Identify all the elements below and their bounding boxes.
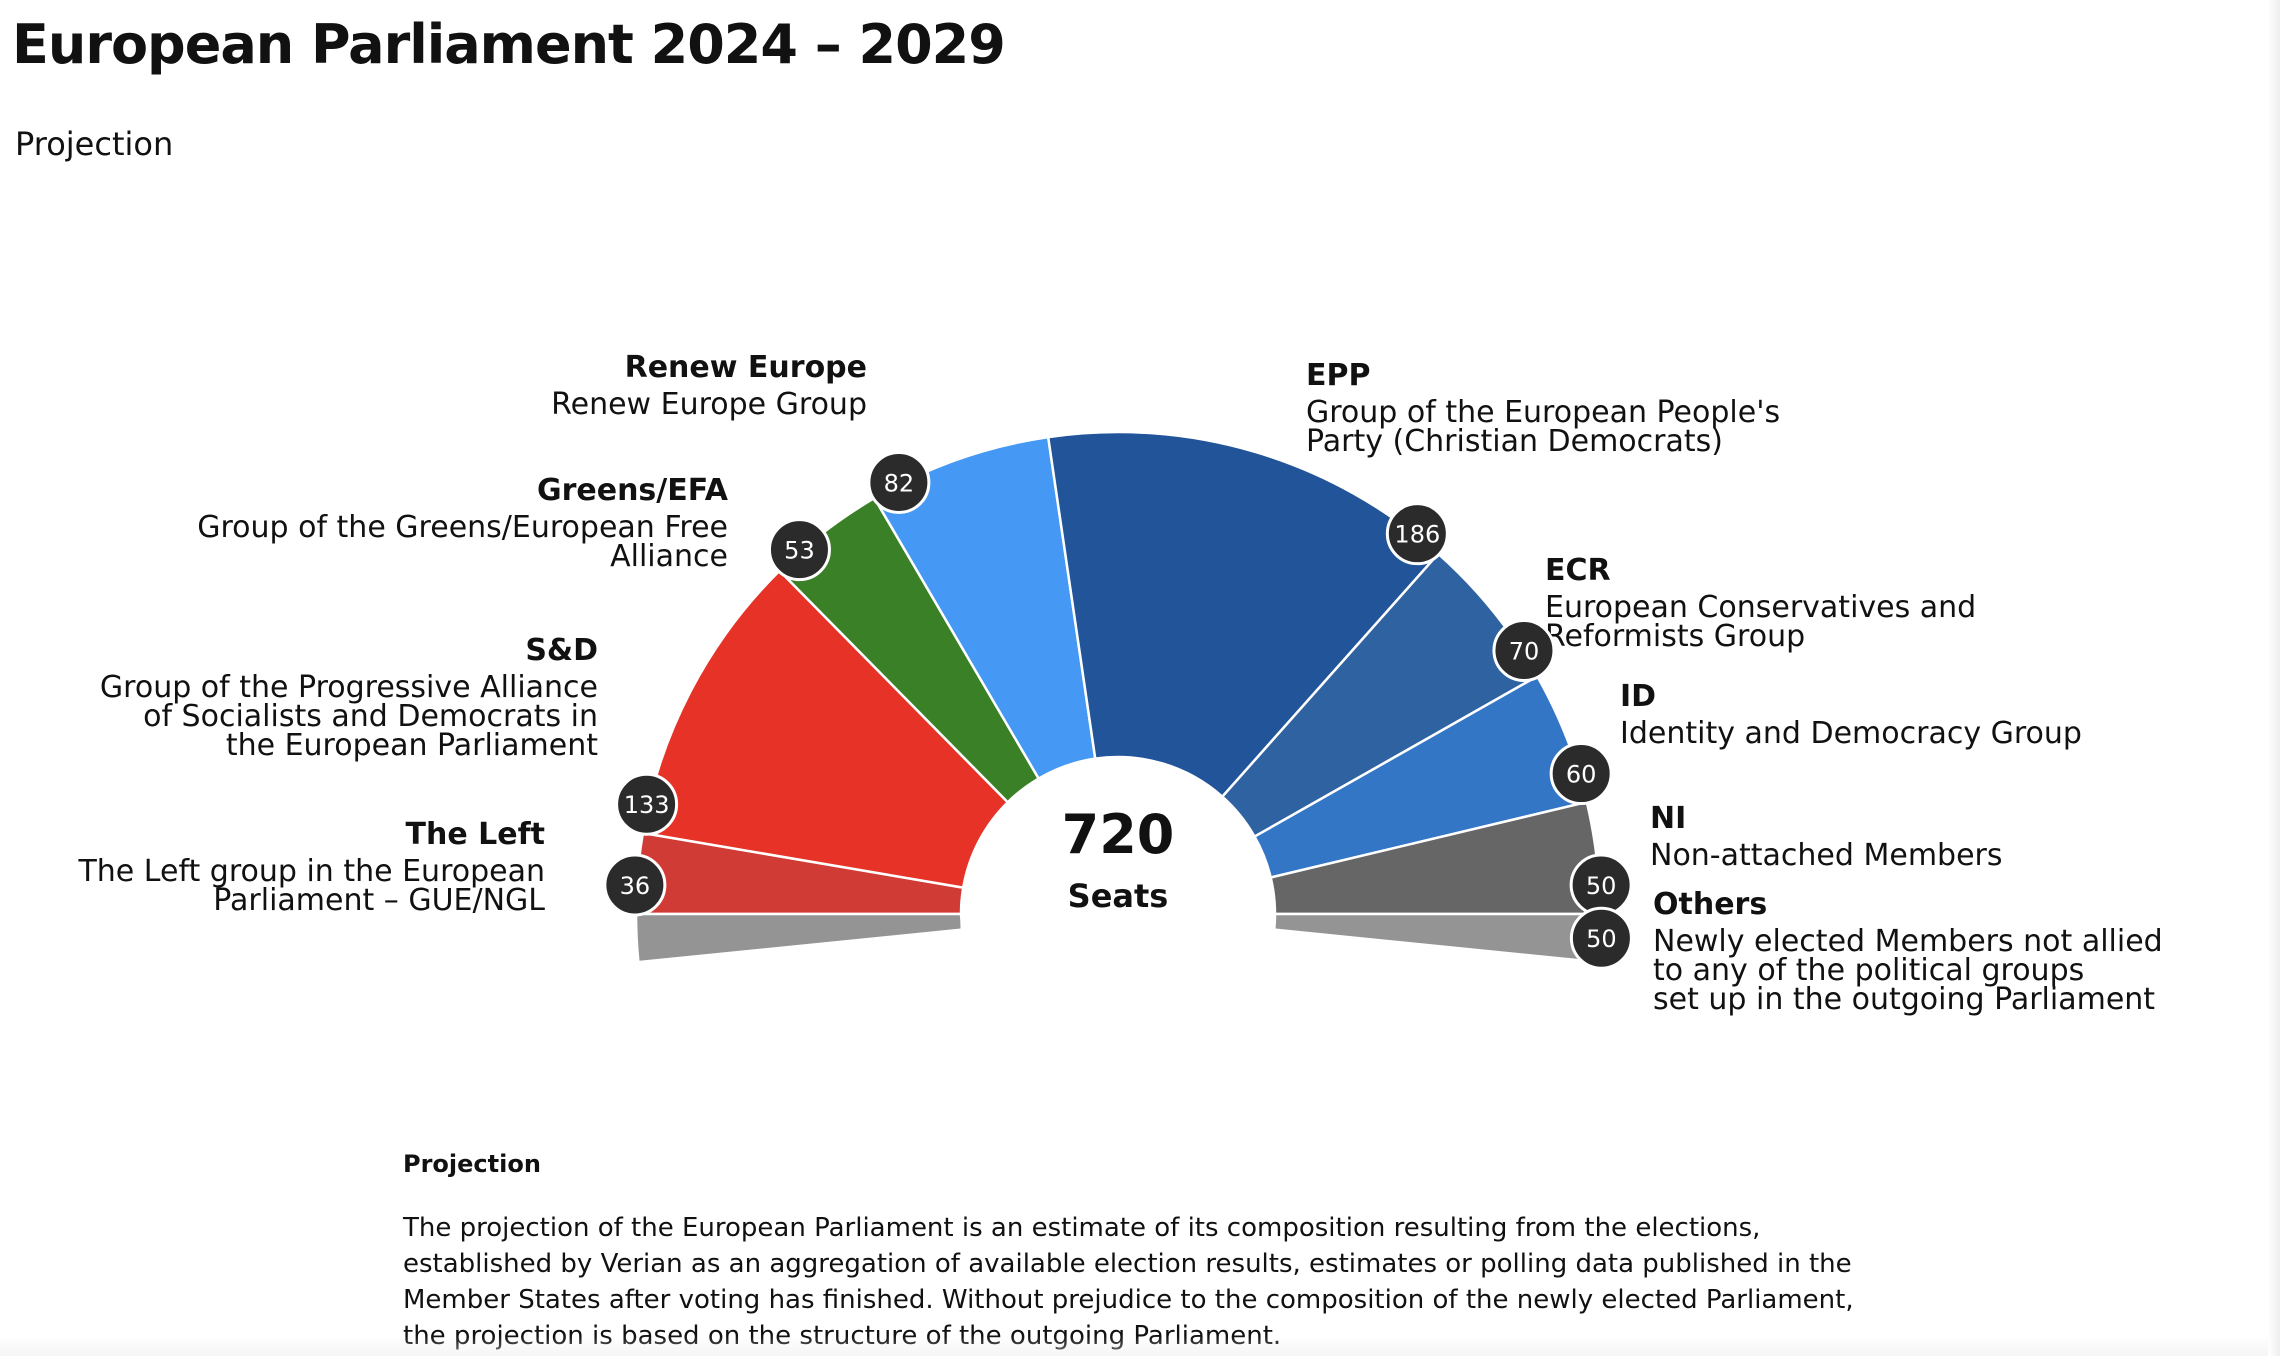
seat-badge-circle — [615, 772, 679, 836]
others-segments — [634, 912, 1602, 964]
group-name-label: The Left group in the European — [77, 854, 545, 889]
right-edge-shadow — [2268, 0, 2280, 1356]
seat-badge-value: 186 — [1394, 521, 1440, 549]
group-abbr-label: ECR — [1545, 553, 1611, 588]
group-name-label: European Conservatives and — [1545, 590, 1976, 625]
seat-badge-id: 60 — [1549, 742, 1613, 806]
group-name-label: Renew Europe Group — [551, 387, 867, 422]
projection-note: Projection The projection of the Europea… — [403, 1148, 1903, 1354]
seat-badge-epp: 186 — [1385, 502, 1449, 566]
group-name-label: Group of the Greens/European Free — [197, 510, 728, 545]
group-name-label: Non-attached Members — [1650, 838, 2003, 873]
seat-badge-the-left: 36 — [603, 853, 667, 917]
note-heading: Projection — [403, 1150, 541, 1178]
group-name-label: Group of the European People's — [1306, 395, 1780, 430]
group-abbr-label: EPP — [1306, 358, 1370, 393]
seat-badge-value: 53 — [784, 537, 815, 565]
seat-badge-renew-europe: 82 — [867, 450, 931, 514]
group-abbr-label: S&D — [525, 633, 598, 668]
seat-badge-circle — [767, 518, 831, 582]
group-name-label: the European Parliament — [226, 728, 598, 763]
seat-badge-greens-efa: 53 — [767, 518, 831, 582]
page-subtitle: Projection — [15, 125, 174, 163]
group-name-label: of Socialists and Democrats in — [143, 699, 598, 734]
seat-badge-value: 36 — [620, 872, 651, 900]
group-abbr-label: NI — [1650, 801, 1686, 836]
seat-badge-circle — [1569, 906, 1633, 970]
seat-badges: 36 133 53 82 186 70 60 50 50 — [603, 450, 1633, 970]
total-seats-value: 720 — [1062, 803, 1175, 866]
note-line: The projection of the European Parliamen… — [403, 1213, 1761, 1243]
bottom-fade — [0, 1336, 2280, 1356]
seat-badge-s-d: 133 — [615, 772, 679, 836]
seat-badge-value: 50 — [1586, 872, 1617, 900]
group-name-label: set up in the outgoing Parliament — [1653, 982, 2155, 1017]
group-name-label: Newly elected Members not allied — [1653, 924, 2163, 959]
group-name-label: Alliance — [610, 539, 728, 574]
seat-badge-circle — [1385, 502, 1449, 566]
seat-badge-value: 60 — [1566, 761, 1597, 789]
seat-badge-value: 133 — [624, 791, 670, 819]
group-name-label: Reformists Group — [1545, 619, 1805, 654]
group-abbr-label: ID — [1620, 679, 1656, 714]
group-abbr-label: The Left — [406, 817, 545, 852]
seat-badge-circle — [603, 853, 667, 917]
seat-badge-ecr: 70 — [1492, 618, 1556, 682]
note-line: Member States after voting has finished.… — [403, 1285, 1854, 1315]
group-abbr-label: Others — [1653, 887, 1767, 922]
seat-badge-ni: 50 — [1569, 853, 1633, 917]
segment-others-left — [634, 912, 964, 964]
total-seats-label: Seats — [1068, 877, 1169, 915]
group-name-label: Identity and Democracy Group — [1620, 716, 2082, 751]
seat-segments — [634, 430, 1602, 916]
page-title: European Parliament 2024 – 2029 — [12, 13, 1006, 76]
group-abbr-label: Greens/EFA — [537, 473, 729, 508]
group-name-label: to any of the political groups — [1653, 953, 2084, 988]
group-name-label: Group of the Progressive Alliance — [100, 670, 598, 705]
segment-s-d — [641, 569, 1010, 890]
seat-badge-value: 50 — [1586, 925, 1617, 953]
seat-badge-value: 70 — [1509, 637, 1540, 665]
group-abbr-label: Renew Europe — [625, 350, 867, 385]
seat-badge-others: 50 — [1569, 906, 1633, 970]
seat-badge-circle — [1549, 742, 1613, 806]
seat-badge-circle — [867, 450, 931, 514]
segment-others-right — [1272, 912, 1602, 964]
group-name-label: Party (Christian Democrats) — [1306, 424, 1723, 459]
note-line: established by Verian as an aggregation … — [403, 1249, 1852, 1279]
seat-badge-circle — [1492, 618, 1556, 682]
group-name-label: Parliament – GUE/NGL — [213, 883, 545, 918]
seat-badge-value: 82 — [884, 469, 915, 497]
